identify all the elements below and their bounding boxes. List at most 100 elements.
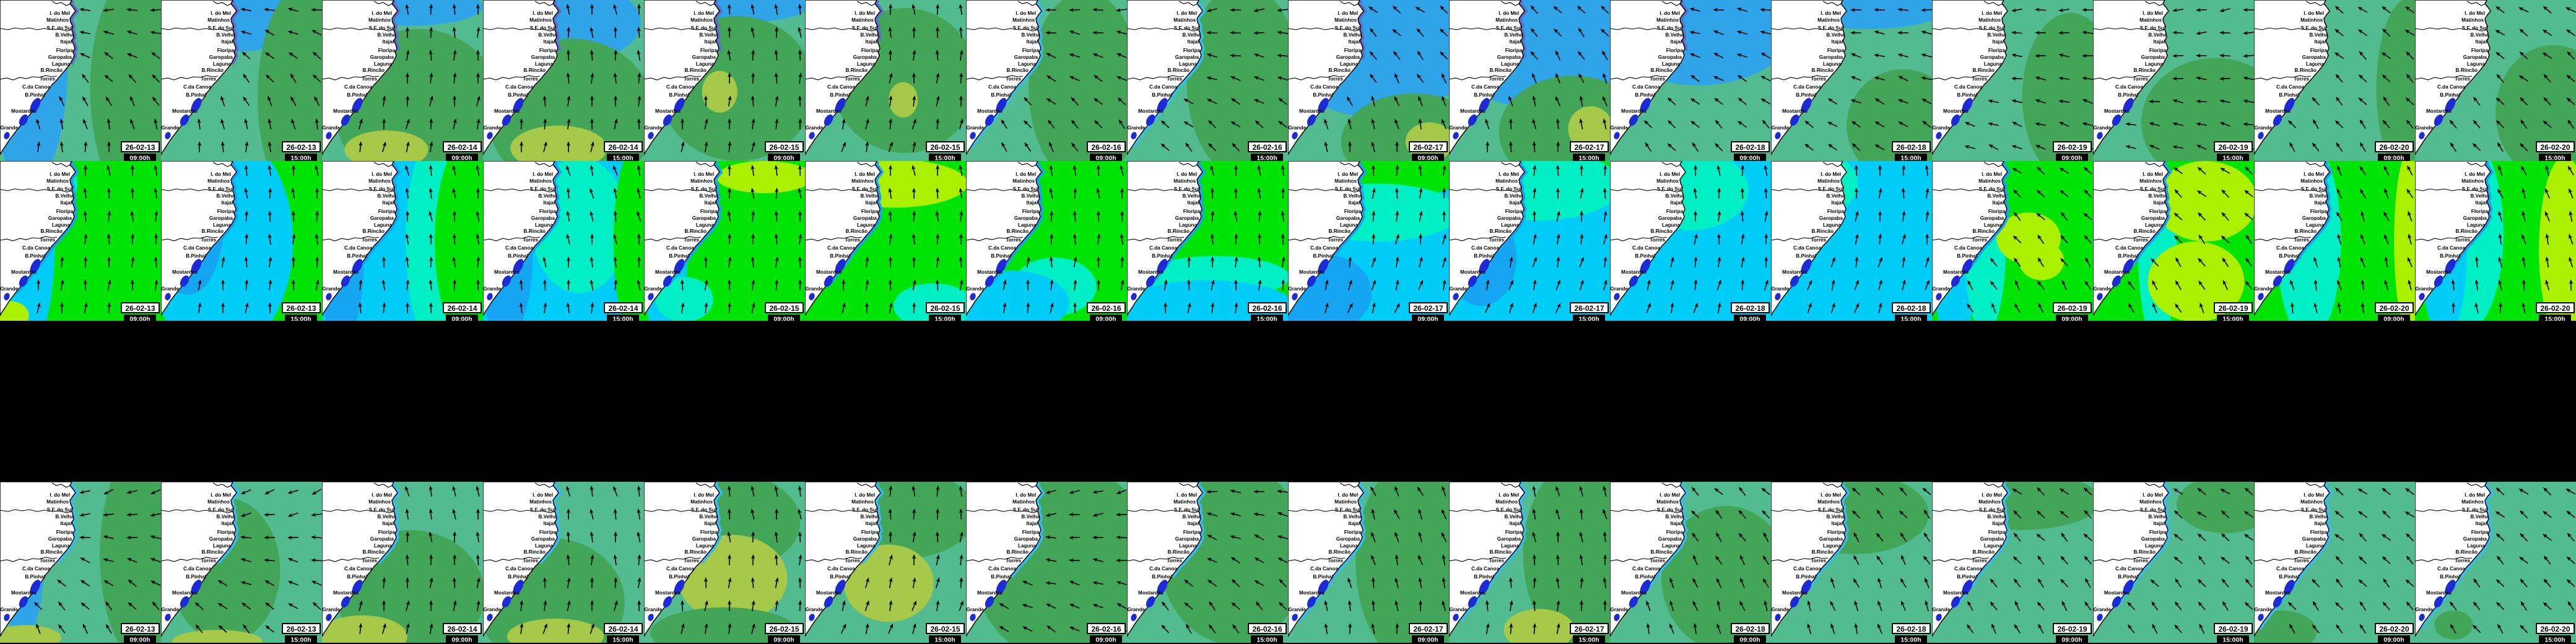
forecast-map-tile[interactable]: I. do Mel Matinhos S.F. do Sul B.Velha Itaja… xyxy=(2254,161,2415,321)
direction-arrow xyxy=(613,165,618,176)
direction-arrow xyxy=(1049,211,1054,222)
direction-arrow xyxy=(2566,97,2575,105)
direction-arrow xyxy=(2083,533,2092,541)
city-label: Matinhos xyxy=(2300,178,2323,184)
forecast-map-tile[interactable]: I. do Mel Matinhos S.F. do Sul B.Velha Itaja… xyxy=(2415,161,2576,321)
forecast-map-tile[interactable]: I. do Mel Matinhos S.F. do Sul B.Velha Itaja… xyxy=(805,482,966,643)
forecast-map-tile[interactable]: I. do Mel Matinhos S.F. do Sul B.Velha Itaja… xyxy=(2093,161,2254,321)
forecast-map-tile[interactable]: I. do Mel Matinhos S.F. do Sul B.Velha Itaja… xyxy=(1288,482,1449,643)
direction-arrow xyxy=(1532,141,1537,153)
forecast-map-tile[interactable]: I. do Mel Matinhos S.F. do Sul B.Velha Itaja… xyxy=(966,0,1127,161)
forecast-map-tile[interactable]: I. do Mel Matinhos S.F. do Sul B.Velha Itaja… xyxy=(2254,482,2415,643)
timestamp-time-box xyxy=(1734,315,1766,321)
forecast-map-tile[interactable]: I. do Mel Matinhos S.F. do Sul B.Velha Itaja… xyxy=(1288,161,1449,321)
direction-arrow xyxy=(936,95,940,107)
forecast-map-tile[interactable]: I. do Mel Matinhos S.F. do Sul B.Velha Itaja… xyxy=(1771,0,1932,161)
direction-arrow xyxy=(1902,279,1906,290)
forecast-map-tile[interactable]: I. do Mel Matinhos S.F. do Sul B.Velha Itaja… xyxy=(322,482,483,643)
forecast-map-tile[interactable]: I. do Mel Matinhos S.F. do Sul B.Velha Itaja… xyxy=(0,161,161,321)
direction-arrow xyxy=(1324,141,1328,152)
forecast-map-tile[interactable]: I. do Mel Matinhos S.F. do Sul B.Velha Itaja… xyxy=(1127,482,1288,643)
forecast-map-tile[interactable]: I. do Mel Matinhos S.F. do Sul B.Velha Itaja… xyxy=(644,482,805,643)
city-label: Floripa xyxy=(861,48,879,53)
forecast-map-tile[interactable]: I. do Mel Matinhos S.F. do Sul B.Velha Itaja… xyxy=(1127,0,1288,161)
forecast-map-tile[interactable]: I. do Mel Matinhos S.F. do Sul B.Velha Itaja… xyxy=(161,161,322,321)
city-label: B.Rincão xyxy=(685,67,707,73)
direction-arrow xyxy=(1116,30,1127,35)
forecast-map-tile[interactable]: I. do Mel Matinhos S.F. do Sul B.Velha Itaja… xyxy=(805,161,966,321)
city-label: B.Rincão xyxy=(846,549,868,555)
forecast-map-tile[interactable]: I. do Mel Matinhos S.F. do Sul B.Velha Itaja… xyxy=(161,482,322,643)
lagoon xyxy=(4,293,10,300)
forecast-map-tile[interactable]: I. do Mel Matinhos S.F. do Sul B.Velha Itaja… xyxy=(161,0,322,161)
timestamp-date-box xyxy=(1248,302,1287,313)
direction-arrow xyxy=(590,279,594,291)
city-label: C.da Canoa xyxy=(505,566,533,572)
lagoon xyxy=(2434,114,2443,126)
direction-arrow xyxy=(1578,73,1585,84)
forecast-map-tile[interactable]: I. do Mel Matinhos S.F. do Sul B.Velha Itaja… xyxy=(805,0,966,161)
city-label: B.Velha xyxy=(699,514,718,520)
timestamp-date: 26-02-15 xyxy=(930,625,960,633)
city-label: Laguna xyxy=(1018,543,1037,549)
forecast-map-tile[interactable]: I. do Mel Matinhos S.F. do Sul B.Velha Itaja… xyxy=(966,482,1127,643)
forecast-map-tile[interactable]: I. do Mel Matinhos S.F. do Sul B.Velha Itaja… xyxy=(1288,0,1449,161)
forecast-map-tile[interactable]: I. do Mel Matinhos S.F. do Sul B.Velha Itaja… xyxy=(1932,161,2093,321)
state-border-line xyxy=(2254,509,2326,513)
direction-arrow xyxy=(2337,165,2342,176)
direction-arrow xyxy=(1418,95,1423,107)
lagoon xyxy=(1614,132,1620,139)
direction-arrow xyxy=(2287,602,2297,611)
direction-arrow xyxy=(1670,279,1674,290)
city-label: B.Rincão xyxy=(1490,228,1512,234)
direction-arrow xyxy=(1442,256,1447,268)
forecast-map-tile[interactable]: I. do Mel Matinhos S.F. do Sul B.Velha Itaja… xyxy=(0,482,161,643)
direction-arrow xyxy=(36,118,41,129)
direction-arrow xyxy=(751,141,755,152)
forecast-map-tile[interactable]: I. do Mel Matinhos S.F. do Sul B.Velha Itaja… xyxy=(1449,482,1610,643)
direction-arrow xyxy=(1419,188,1423,199)
forecast-map-tile[interactable]: I. do Mel Matinhos S.F. do Sul B.Velha Itaja… xyxy=(483,161,644,321)
forecast-map-tile[interactable]: I. do Mel Matinhos S.F. do Sul B.Velha Itaja… xyxy=(0,0,161,161)
forecast-map-tile[interactable]: I. do Mel Matinhos S.F. do Sul B.Velha Itaja… xyxy=(1610,161,1771,321)
direction-arrow xyxy=(476,95,481,107)
direction-arrow-field xyxy=(841,4,964,153)
direction-arrow xyxy=(103,489,114,495)
forecast-map-tile[interactable]: I. do Mel Matinhos S.F. do Sul B.Velha Itaja… xyxy=(1771,161,1932,321)
direction-arrow xyxy=(1807,302,1812,313)
city-label: Torres xyxy=(1972,237,1987,243)
forecast-map-tile[interactable]: I. do Mel Matinhos S.F. do Sul B.Velha Itaja… xyxy=(966,161,1127,321)
forecast-map-tile[interactable]: I. do Mel Matinhos S.F. do Sul B.Velha Itaja… xyxy=(644,0,805,161)
direction-arrow xyxy=(1092,581,1104,585)
direction-arrow xyxy=(999,603,1009,609)
forecast-map-tile[interactable]: I. do Mel Matinhos S.F. do Sul B.Velha Itaja… xyxy=(2415,0,2576,161)
forecast-map-tile[interactable]: I. do Mel Matinhos S.F. do Sul B.Velha Itaja… xyxy=(1127,161,1288,321)
direction-arrow xyxy=(1395,577,1399,588)
state-border-line xyxy=(1017,482,1037,488)
forecast-map-tile[interactable]: I. do Mel Matinhos S.F. do Sul B.Velha Itaja… xyxy=(1932,0,2093,161)
forecast-map-tile[interactable]: I. do Mel Matinhos S.F. do Sul B.Velha Itaja… xyxy=(483,0,644,161)
direction-arrow xyxy=(1717,600,1721,611)
forecast-map-tile[interactable]: I. do Mel Matinhos S.F. do Sul B.Velha Itaja… xyxy=(1449,0,1610,161)
city-label: B.Velha xyxy=(1504,193,1523,199)
direction-arrow xyxy=(519,600,524,612)
forecast-map-tile[interactable]: I. do Mel Matinhos S.F. do Sul B.Velha Itaja… xyxy=(1610,482,1771,643)
forecast-map-tile[interactable]: I. do Mel Matinhos S.F. do Sul B.Velha Itaja… xyxy=(1449,161,1610,321)
forecast-map-tile[interactable]: I. do Mel Matinhos S.F. do Sul B.Velha Itaja… xyxy=(2093,482,2254,643)
forecast-map-tile[interactable]: I. do Mel Matinhos S.F. do Sul B.Velha Itaja… xyxy=(322,161,483,321)
forecast-map-tile[interactable]: I. do Mel Matinhos S.F. do Sul B.Velha Itaja… xyxy=(1932,482,2093,643)
forecast-map-tile[interactable]: I. do Mel Matinhos S.F. do Sul B.Velha Itaja… xyxy=(1771,482,1932,643)
direction-arrow xyxy=(2245,234,2253,245)
timestamp-time-box xyxy=(2378,154,2410,161)
forecast-map-tile[interactable]: I. do Mel Matinhos S.F. do Sul B.Velha Itaja… xyxy=(1610,0,1771,161)
forecast-map-tile[interactable]: I. do Mel Matinhos S.F. do Sul B.Velha Itaja… xyxy=(2254,0,2415,161)
forecast-map-tile[interactable]: I. do Mel Matinhos S.F. do Sul B.Velha Itaja… xyxy=(2093,0,2254,161)
lagoon xyxy=(1157,98,1168,113)
direction-arrow xyxy=(429,279,433,291)
forecast-map-tile[interactable]: I. do Mel Matinhos S.F. do Sul B.Velha Itaja… xyxy=(2415,482,2576,643)
forecast-map-tile[interactable]: I. do Mel Matinhos S.F. do Sul B.Velha Itaja… xyxy=(483,482,644,643)
forecast-map-tile[interactable]: I. do Mel Matinhos S.F. do Sul B.Velha Itaja… xyxy=(322,0,483,161)
direction-arrow xyxy=(287,30,298,35)
lagoon xyxy=(4,132,10,139)
forecast-map-tile[interactable]: I. do Mel Matinhos S.F. do Sul B.Velha Itaja… xyxy=(644,161,805,321)
